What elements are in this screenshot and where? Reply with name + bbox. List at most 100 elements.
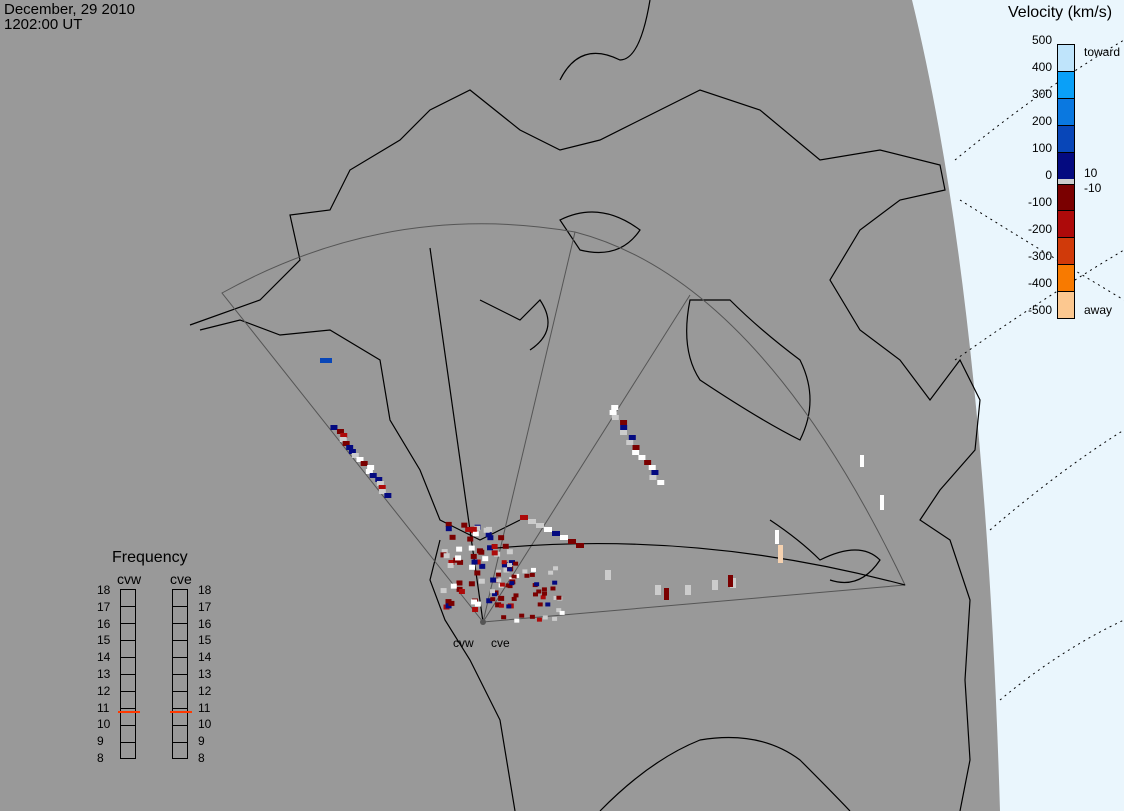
- frequency-tick: 16: [198, 616, 212, 631]
- frequency-tick: 13: [198, 667, 212, 681]
- scatter-cell: [628, 435, 636, 440]
- scatter-cell: [501, 615, 507, 620]
- colorbar-tick: 0: [1045, 168, 1052, 182]
- scatter-cell: [487, 535, 494, 541]
- frequency-tick: 14: [198, 650, 212, 665]
- plus-ten-label: 10: [1084, 166, 1098, 180]
- frequency-title: Frequency: [112, 549, 188, 566]
- scatter-cell: [519, 613, 525, 618]
- scatter-cell: [458, 588, 465, 594]
- frequency-tick: 9: [97, 734, 104, 749]
- scatter-cell: [514, 573, 520, 578]
- scatter-cell: [648, 465, 656, 470]
- scatter-cell: [620, 420, 628, 425]
- scatter-cell: [499, 582, 505, 587]
- frequency-tick: 10: [97, 717, 111, 732]
- frequency-tick: 10: [198, 717, 212, 732]
- site-label-cve: cve: [491, 636, 510, 650]
- scatter-cell: [478, 578, 485, 584]
- scatter-cell: [457, 559, 464, 565]
- scatter-cell: [552, 616, 558, 621]
- scatter-cell: [626, 440, 634, 445]
- scatter-cell: [469, 564, 476, 570]
- scatter-cell: [609, 410, 617, 415]
- frequency-marker: [118, 711, 140, 714]
- frequency-tick: 18: [198, 583, 212, 597]
- scatter-cell: [620, 430, 628, 435]
- scatter-cell: [778, 545, 783, 563]
- scatter-cell: [536, 589, 542, 594]
- scatter-cell: [450, 583, 457, 589]
- scatter-cell: [553, 595, 559, 600]
- scatter-cell: [320, 358, 332, 363]
- colorbar-tick: -300: [1027, 249, 1052, 263]
- scatter-cell: [483, 527, 490, 533]
- colorbar-segment: [1058, 184, 1074, 210]
- scatter-cell: [511, 596, 517, 601]
- scatter-cell: [507, 563, 513, 568]
- colorbar-segment: [1058, 237, 1074, 264]
- away-label: away: [1084, 303, 1113, 317]
- scatter-cell: [522, 569, 528, 574]
- frequency-scale-cve: [172, 589, 188, 759]
- colorbar-tick: -200: [1027, 222, 1052, 236]
- frequency-tick: 8: [97, 751, 104, 765]
- frequency-tick: 15: [97, 633, 111, 648]
- scatter-cell: [369, 473, 377, 478]
- scatter-cell: [556, 595, 562, 600]
- radar-fields-of-view: [221, 223, 906, 623]
- scatter-cell: [506, 604, 512, 609]
- scatter-cell: [511, 574, 517, 579]
- scatter-cell: [532, 592, 538, 597]
- scatter-cell: [540, 595, 546, 600]
- scatter-cell: [448, 600, 455, 606]
- scatter-cell: [447, 563, 454, 569]
- colorbar-segment: [1058, 45, 1074, 71]
- scatter-cell: [456, 546, 463, 552]
- scatter-cell: [461, 522, 468, 528]
- colorbar-tick: 100: [1031, 141, 1052, 155]
- scatter-cell: [536, 523, 544, 528]
- scatter-cell: [378, 489, 386, 494]
- scatter-cell: [501, 560, 507, 565]
- scatter-cell: [655, 585, 661, 595]
- scatter-cell: [507, 567, 513, 572]
- scatter-cell: [490, 577, 497, 583]
- scatter-cell: [474, 601, 481, 607]
- scatter-cell: [664, 588, 669, 600]
- scatter-cell: [467, 536, 474, 542]
- scatter-cell: [472, 531, 479, 537]
- frequency-tick: 9: [198, 734, 205, 749]
- scatter-cell: [495, 569, 501, 574]
- frequency-tick: 16: [97, 616, 111, 631]
- time-label: 1202:00 UT: [4, 16, 83, 33]
- scatter-cell: [384, 493, 392, 498]
- colorbar-segment: [1058, 210, 1074, 237]
- scatter-cell: [632, 450, 640, 455]
- scatter-cell: [503, 567, 510, 573]
- site-label-cvw: cvw: [453, 636, 474, 650]
- scatter-cell: [524, 573, 530, 578]
- frequency-tick: 13: [97, 667, 111, 681]
- scatter-cell: [775, 530, 779, 544]
- scatter-cell: [474, 570, 481, 576]
- scatter-cell: [348, 449, 356, 454]
- radar-site-marker: [480, 619, 486, 625]
- scatter-cell: [342, 441, 350, 446]
- scatter-cell: [378, 485, 386, 490]
- scatter-cell: [559, 610, 565, 615]
- scatter-cell: [550, 586, 556, 591]
- scatter-cell: [351, 453, 359, 458]
- scatter-cell: [470, 553, 477, 559]
- scatter-cell: [445, 521, 452, 527]
- scatter-cell: [506, 549, 513, 555]
- scatter-cell: [528, 519, 536, 524]
- scatter-cell: [728, 575, 733, 587]
- frequency-tick: 12: [198, 683, 212, 698]
- scatter-cell: [445, 526, 452, 532]
- scatter-cell: [346, 445, 354, 450]
- colorbar-title: Velocity (km/s): [1008, 4, 1113, 21]
- frequency-tick: 15: [198, 633, 212, 648]
- scatter-cell: [443, 553, 450, 559]
- scatter-cell: [520, 515, 528, 520]
